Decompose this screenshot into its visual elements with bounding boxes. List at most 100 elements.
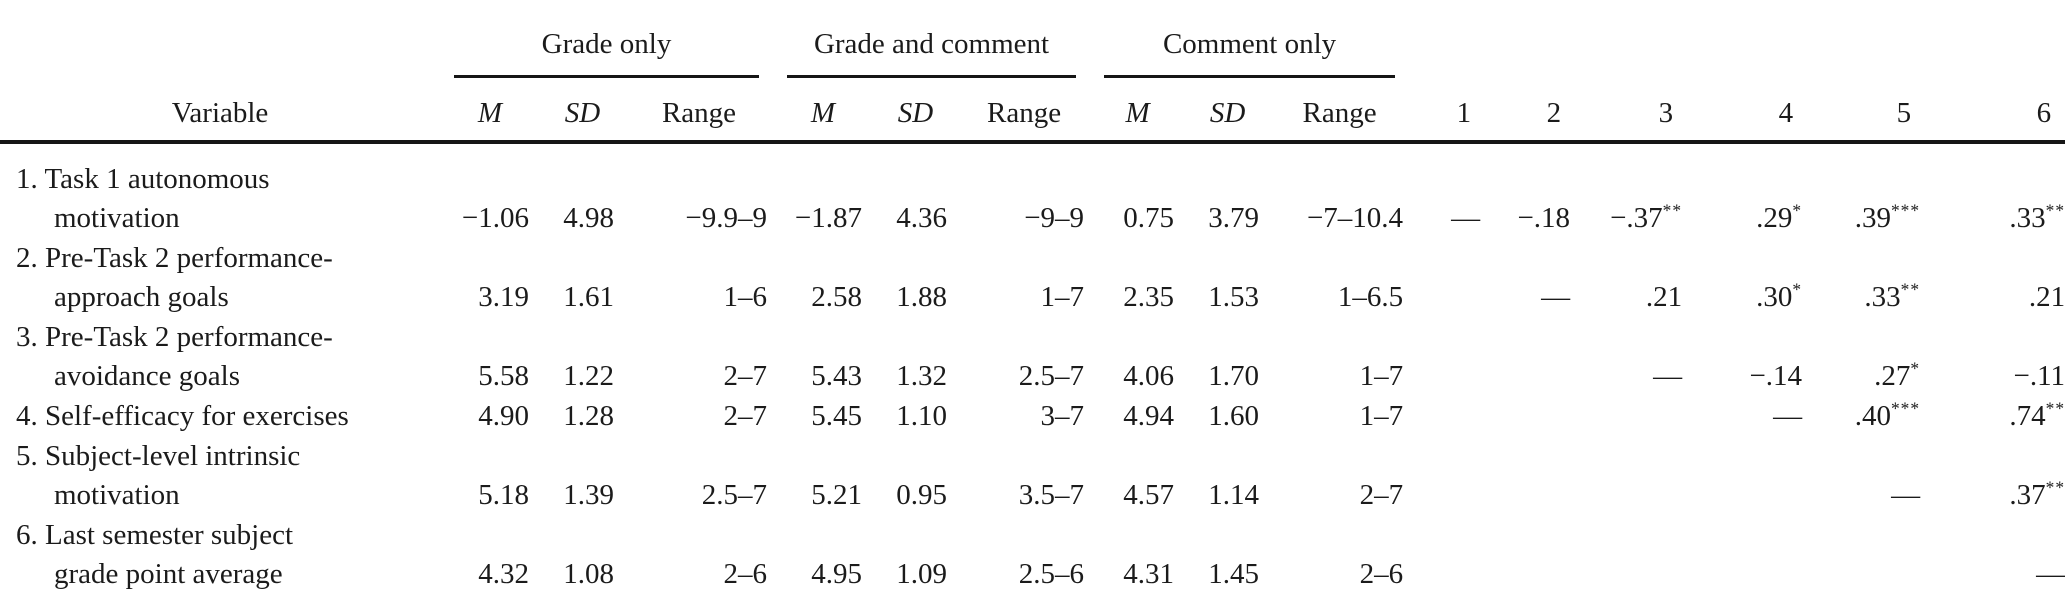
stat-m: 4.31 <box>1123 558 1175 590</box>
stat-sd: 1.88 <box>896 281 948 313</box>
stat-m: −1.06 <box>461 202 529 234</box>
variable-line2: motivation <box>54 479 180 511</box>
stat-range: 2–7 <box>1359 479 1404 511</box>
column-header-row: Variable M SD Range M SD Range M SD Rang… <box>0 78 2065 144</box>
m-column-header: M <box>773 78 874 144</box>
stat-range: 2.5–7 <box>701 479 768 511</box>
corr-cell: .30* <box>1756 279 1803 313</box>
group-label: Comment only <box>1104 28 1396 78</box>
corr-cell: .33** <box>2009 200 2065 234</box>
corr-cell: .74** <box>2009 398 2065 432</box>
corr-cell: — <box>2036 558 2065 590</box>
stat-range: 1–7 <box>1359 400 1404 432</box>
variable-label: 5. Subject-level intrinsic motivation <box>0 437 440 516</box>
variable-label: 3. Pre-Task 2 performance- avoidance goa… <box>0 318 440 397</box>
variable-line1: 1. Task 1 autonomous <box>16 163 270 195</box>
corr-column-header-4: 4 <box>1687 78 1808 144</box>
corr-cell: — <box>1451 202 1481 234</box>
variable-label: 6. Last semester subject grade point ave… <box>0 516 440 602</box>
corr-cell <box>1409 437 1485 516</box>
sd-column-header: SD <box>873 78 959 144</box>
stat-m: 5.18 <box>478 479 529 511</box>
group-label: Grade only <box>454 28 760 78</box>
corr-column-header-3: 3 <box>1575 78 1688 144</box>
stat-sd: 4.98 <box>563 202 614 234</box>
table-row-3: 3. Pre-Task 2 performance- avoidance goa… <box>0 318 2065 397</box>
corr-column-header-2: 2 <box>1485 78 1576 144</box>
corr-cell <box>1409 397 1485 437</box>
stat-m: 0.75 <box>1123 202 1175 234</box>
stat-range: 2–7 <box>723 400 768 432</box>
corr-cell <box>1409 239 1485 318</box>
corr-cell <box>1485 516 1575 602</box>
corr-cell: −.18 <box>1517 202 1571 234</box>
variable-line1: 3. Pre-Task 2 performance- <box>16 321 333 353</box>
variable-line2: avoidance goals <box>54 360 241 392</box>
stat-m: 2.58 <box>811 281 863 313</box>
stat-range: 1–6 <box>723 281 768 313</box>
corr-cell <box>1485 397 1575 437</box>
corr-column-header-5: 5 <box>1807 78 1926 144</box>
group-label: Grade and comment <box>787 28 1077 78</box>
variable-line1: 6. Last semester subject <box>16 519 294 551</box>
table-row-1: 1. Task 1 autonomous motivation −1.06 4.… <box>0 142 2065 239</box>
corr-cell <box>1807 516 1925 602</box>
table-row-2: 2. Pre-Task 2 performance- approach goal… <box>0 239 2065 318</box>
stat-m: 5.43 <box>811 360 863 392</box>
stat-sd: 1.08 <box>563 558 614 590</box>
corr-cell: .37** <box>2009 477 2065 511</box>
stat-m: 4.57 <box>1123 479 1175 511</box>
range-column-header: Range <box>958 78 1091 144</box>
corr-cell: — <box>1773 400 1803 432</box>
corr-cell: −.11 <box>2013 360 2065 392</box>
stat-m: 5.45 <box>811 400 863 432</box>
stat-sd: 1.53 <box>1208 281 1260 313</box>
corr-cell: −.37** <box>1610 200 1683 234</box>
stat-sd: 0.95 <box>896 479 948 511</box>
stat-range: 3–7 <box>1040 400 1085 432</box>
stat-sd: 1.28 <box>563 400 614 432</box>
corr-cell <box>1687 516 1807 602</box>
stat-m: 5.21 <box>811 479 863 511</box>
variable-label: 4. Self-efficacy for exercises <box>0 397 440 437</box>
corr-cell <box>1687 437 1807 516</box>
stat-range: 2–7 <box>723 360 768 392</box>
table-row-6: 6. Last semester subject grade point ave… <box>0 516 2065 602</box>
spacer-cell <box>1409 0 2065 78</box>
corr-cell <box>1575 437 1687 516</box>
stat-sd: 1.10 <box>896 400 948 432</box>
variable-line1: 5. Subject-level intrinsic <box>16 440 301 472</box>
group-header-grade-only: Grade only <box>440 0 773 78</box>
corr-cell <box>1485 318 1575 397</box>
stat-range: 1–7 <box>1359 360 1404 392</box>
stat-range: 2.5–6 <box>1018 558 1085 590</box>
corr-cell: .39*** <box>1854 200 1921 234</box>
stat-sd: 1.45 <box>1208 558 1260 590</box>
sd-column-header: SD <box>1185 78 1271 144</box>
stat-range: 1–6.5 <box>1337 281 1404 313</box>
stat-sd: 1.61 <box>563 281 614 313</box>
stat-m: 3.19 <box>478 281 529 313</box>
corr-cell <box>1575 397 1687 437</box>
corr-cell: .29* <box>1756 200 1803 234</box>
sd-column-header: SD <box>540 78 625 144</box>
variable-label: 2. Pre-Task 2 performance- approach goal… <box>0 239 440 318</box>
variable-label: 1. Task 1 autonomous motivation <box>0 142 440 239</box>
stat-sd: 1.39 <box>563 479 614 511</box>
range-column-header: Range <box>625 78 774 144</box>
corr-cell <box>1485 437 1575 516</box>
stat-sd: 1.09 <box>896 558 948 590</box>
corr-column-header-6: 6 <box>1925 78 2065 144</box>
corr-cell: .27* <box>1874 358 1921 392</box>
variable-column-header: Variable <box>0 78 440 144</box>
variable-line2: grade point average <box>54 558 283 590</box>
corr-cell: — <box>1541 281 1571 313</box>
stat-sd: 1.32 <box>896 360 948 392</box>
stat-sd: 3.79 <box>1208 202 1260 234</box>
corr-cell <box>1409 318 1485 397</box>
stat-m: 4.94 <box>1123 400 1175 432</box>
group-header-comment-only: Comment only <box>1090 0 1409 78</box>
variable-line2: approach goals <box>54 281 229 313</box>
stat-range: −9–9 <box>1024 202 1085 234</box>
stat-sd: 1.14 <box>1208 479 1260 511</box>
